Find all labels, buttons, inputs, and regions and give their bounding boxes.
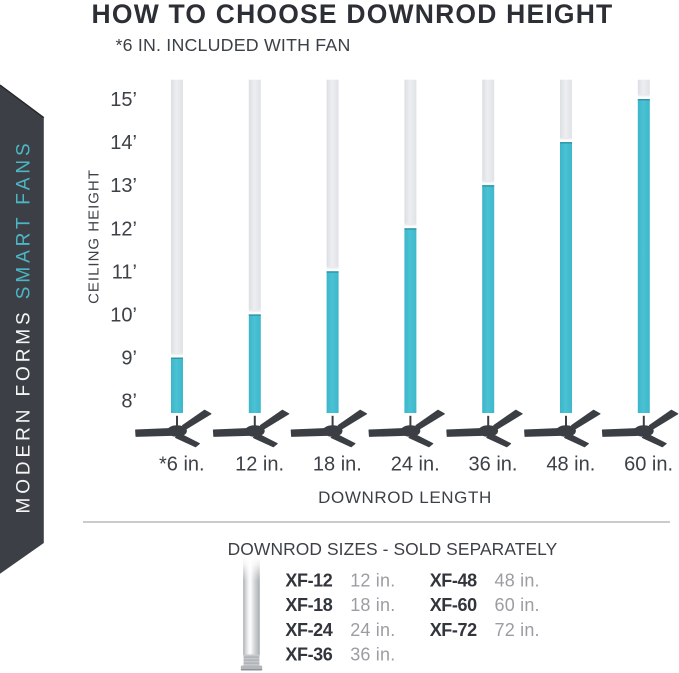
svg-text:CEILING HEIGHT: CEILING HEIGHT xyxy=(86,169,103,304)
svg-text:12 in.: 12 in. xyxy=(235,454,284,476)
svg-text:*6 IN. INCLUDED WITH FAN: *6 IN. INCLUDED WITH FAN xyxy=(116,35,351,55)
svg-text:XF-12: XF-12 xyxy=(285,571,332,591)
svg-text:XF-18: XF-18 xyxy=(285,595,332,615)
svg-text:HOW TO CHOOSE DOWNROD HEIGHT: HOW TO CHOOSE DOWNROD HEIGHT xyxy=(92,0,614,29)
svg-text:60 in.: 60 in. xyxy=(495,595,540,615)
svg-text:*6 in.: *6 in. xyxy=(159,454,205,476)
svg-text:18 in.: 18 in. xyxy=(313,454,362,476)
svg-text:24 in.: 24 in. xyxy=(350,620,395,640)
svg-text:13’: 13’ xyxy=(110,175,137,197)
svg-text:14’: 14’ xyxy=(110,132,137,154)
svg-text:XF-48: XF-48 xyxy=(430,571,477,591)
svg-text:12’: 12’ xyxy=(110,218,137,240)
svg-text:XF-24: XF-24 xyxy=(285,620,332,640)
svg-text:48 in.: 48 in. xyxy=(546,454,595,476)
svg-text:72 in.: 72 in. xyxy=(495,620,540,640)
svg-text:60 in.: 60 in. xyxy=(624,454,673,476)
svg-text:18 in.: 18 in. xyxy=(350,595,395,615)
svg-text:MODERN FORMS SMART FANS: MODERN FORMS SMART FANS xyxy=(14,139,35,513)
svg-text:15’: 15’ xyxy=(110,89,137,111)
svg-text:11’: 11’ xyxy=(112,261,137,283)
svg-text:9’: 9’ xyxy=(121,348,137,370)
svg-text:10’: 10’ xyxy=(110,304,137,326)
svg-text:DOWNROD LENGTH: DOWNROD LENGTH xyxy=(318,488,492,507)
svg-text:36 in.: 36 in. xyxy=(350,645,395,665)
svg-text:8’: 8’ xyxy=(121,391,137,413)
svg-text:XF-36: XF-36 xyxy=(285,645,332,665)
svg-text:24 in.: 24 in. xyxy=(391,454,440,476)
svg-text:XF-60: XF-60 xyxy=(430,595,477,615)
svg-text:XF-72: XF-72 xyxy=(430,620,477,640)
svg-text:DOWNROD SIZES - SOLD SEPARATEL: DOWNROD SIZES - SOLD SEPARATELY xyxy=(228,539,558,559)
svg-text:12 in.: 12 in. xyxy=(350,571,395,591)
svg-text:48 in.: 48 in. xyxy=(495,571,540,591)
svg-text:36 in.: 36 in. xyxy=(469,454,518,476)
